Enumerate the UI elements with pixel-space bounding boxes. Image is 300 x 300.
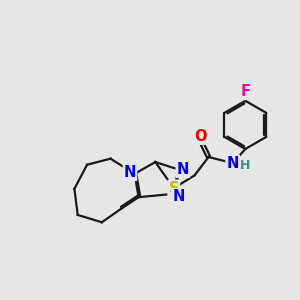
Text: N: N <box>226 155 239 170</box>
Text: F: F <box>240 84 250 99</box>
Text: N: N <box>124 165 136 180</box>
Text: H: H <box>240 159 250 172</box>
Text: O: O <box>194 129 206 144</box>
Text: N: N <box>172 189 184 204</box>
Text: S: S <box>169 181 179 196</box>
Text: N: N <box>177 162 189 177</box>
